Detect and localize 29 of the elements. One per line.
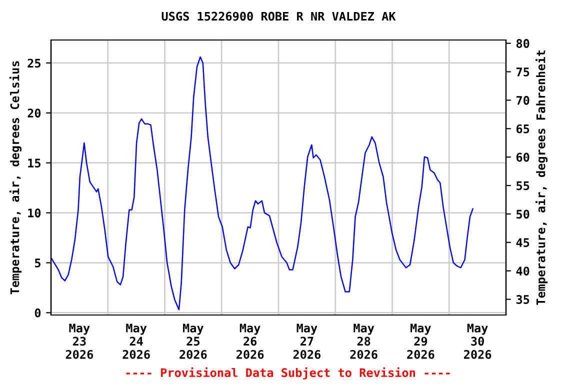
x-tick-label: May 24 2026 [122,324,150,359]
y2-tick-label: 70 [516,96,530,105]
y2-tick-label: 75 [516,68,530,76]
line-series [51,56,474,310]
x-tick-label: May 25 2026 [180,324,207,359]
x-tick-label: May 23 2026 [66,324,94,359]
x-tick-label: May 27 2026 [293,324,321,359]
y2-tick-label: 60 [516,152,530,162]
y-tick-label: 10 [28,208,41,218]
y-tick-label: 25 [28,58,40,68]
y-tick-label: 0 [34,308,41,318]
x-tick-label: May 28 2026 [350,324,378,359]
y2-axis-title: Temperature, air, degrees Fahrenheit [535,50,548,305]
y-tick-label: 15 [28,158,40,168]
y-tick-label: 5 [34,258,40,268]
chart-title: USGS 15226900 ROBE R NR VALDEZ AK [162,12,396,21]
y2-tick-label: 65 [516,124,530,134]
x-tick-label: May 30 2026 [464,324,492,359]
y-tick-label: 20 [28,108,41,118]
y2-tick-label: 45 [516,238,530,248]
y2-tick-label: 55 [516,181,530,190]
y2-tick-label: 80 [516,39,530,48]
text: ---- Provisional Data Subject to Revision ---- [126,367,450,380]
y2-tick-label: 50 [516,210,530,219]
y2-tick-label: 35 [516,295,530,304]
x-tick-label: May 26 2026 [236,324,264,359]
x-tick-label: May 29 2026 [407,324,434,359]
y-axis-title: Temperature, air, degrees Celsius [9,61,22,294]
y2-tick-label: 40 [516,266,530,276]
